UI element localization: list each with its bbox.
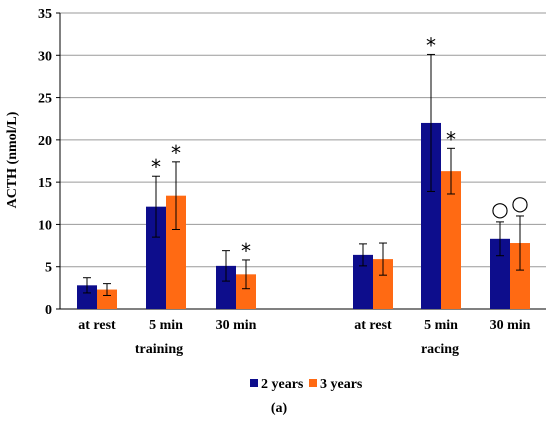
significance-circle: ○ — [511, 191, 528, 215]
y-tick-label: 25 — [38, 92, 52, 107]
y-tick-label: 30 — [38, 49, 52, 64]
category-label: at rest — [354, 318, 392, 333]
category-label: 30 min — [216, 318, 257, 333]
significance-markers: * * ○ * * * ○ — [151, 33, 529, 263]
significance-star: * — [426, 33, 436, 57]
category-label: at rest — [78, 318, 116, 333]
bar-two-years — [421, 122, 441, 309]
group-label: training — [135, 342, 183, 357]
legend-swatch — [309, 379, 317, 387]
legend-label: 2 years — [261, 377, 304, 392]
significance-star: * — [446, 127, 456, 151]
group-label: racing — [421, 342, 459, 357]
significance-star: * — [171, 141, 181, 165]
y-tick-label: 15 — [38, 176, 52, 191]
bar-two-years — [146, 206, 166, 309]
bar-three-years — [441, 171, 461, 309]
bar-two-years — [353, 254, 373, 309]
y-tick-label: 20 — [38, 134, 52, 149]
category-label: 30 min — [490, 318, 531, 333]
category-label: 5 min — [149, 318, 183, 333]
legend-swatch — [250, 379, 258, 387]
category-label: 5 min — [424, 318, 458, 333]
y-tick-label: 35 — [38, 7, 52, 22]
y-tick-label: 0 — [45, 303, 52, 318]
bar-two-years — [216, 265, 236, 309]
bar-two-years — [77, 285, 97, 309]
bar-three-years — [510, 243, 530, 309]
significance-star: * — [151, 155, 161, 179]
legend: 2 years 3 years — [250, 377, 363, 392]
legend-label: 3 years — [320, 377, 363, 392]
group-labels: training racing — [135, 342, 459, 357]
bar-three-years — [166, 195, 186, 309]
y-axis: 0 5 10 15 20 25 30 35 — [38, 7, 61, 318]
y-tick-label: 5 — [45, 261, 52, 276]
significance-star: * — [241, 239, 251, 263]
figure-caption: (a) — [271, 401, 288, 416]
bar-two-years — [490, 238, 510, 309]
y-tick-label: 10 — [38, 218, 52, 233]
grid-lines — [60, 12, 546, 310]
bar-three-years — [373, 259, 393, 309]
bar-three-years — [236, 274, 256, 309]
y-axis-title: ACTH (nmol/L) — [5, 111, 20, 208]
significance-circle: ○ — [491, 197, 508, 221]
bars — [77, 122, 530, 309]
error-bars — [83, 53, 524, 296]
bar-three-years — [97, 289, 117, 309]
category-labels: at rest 5 min 30 min at rest 5 min 30 min — [78, 318, 530, 333]
